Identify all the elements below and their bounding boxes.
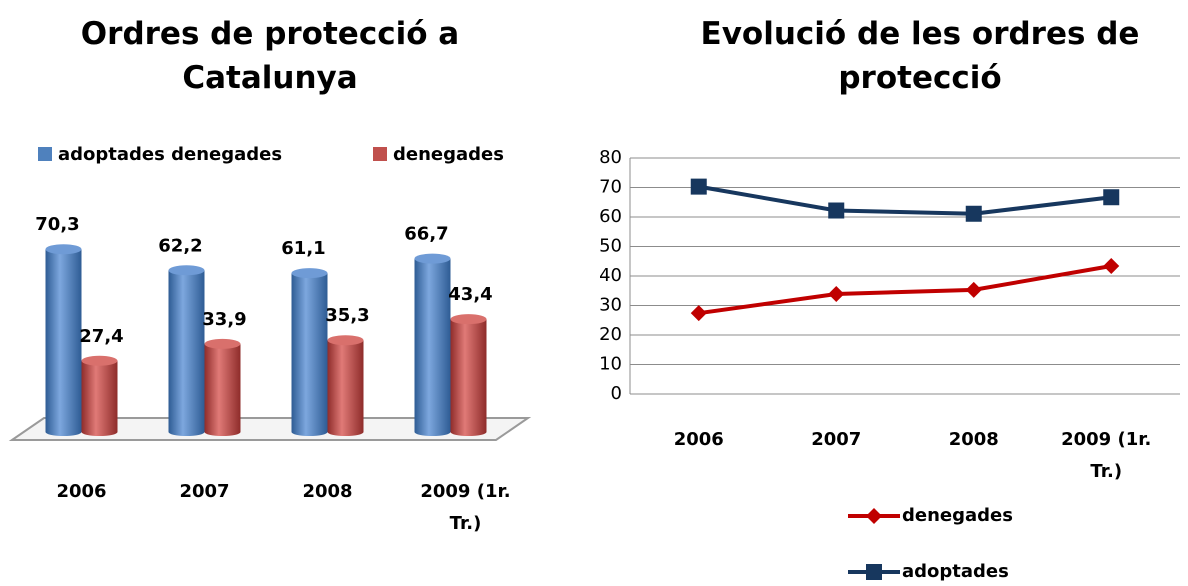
bar-cap [414,253,451,264]
legend-swatch [38,147,52,161]
value-label: 43,4 [448,284,492,305]
value-label: 66,7 [404,224,448,245]
legend-marker [866,508,882,524]
floor [8,417,532,441]
bar [168,270,205,432]
x-tick-label: 2007 [811,429,862,450]
x-tick-label: 2009 (1r. Tr.) [1061,429,1152,482]
chart-title: Evolució de les ordres de protecció [700,16,1140,96]
bar-cap [204,338,241,349]
point [828,285,845,302]
bar-base [327,428,364,436]
bar-cap [291,268,328,279]
value-label: 62,2 [158,235,202,256]
x-tick-label: 2006 [673,429,724,450]
point [1103,189,1120,206]
y-tick-label: 40 [599,265,622,286]
y-tick-label: 60 [599,206,622,227]
line [698,184,1112,216]
point [828,202,845,219]
bar [204,343,241,432]
bar [414,258,451,432]
bar-cap [168,265,205,276]
legend-swatch [373,147,387,161]
y-tick-label: 0 [611,383,622,404]
legend-label: adoptades denegades [58,144,282,165]
y-tick-label: 30 [599,295,622,316]
legend-marker [866,564,882,580]
bar [450,319,487,432]
bar [327,340,364,432]
bar-cap [45,244,82,255]
x-tick-label: 2007 [179,481,230,502]
bar-cap [327,335,364,346]
bar-cap [450,314,487,325]
value-label: 27,4 [79,326,123,347]
bar-base [81,428,118,436]
value-label: 61,1 [281,238,325,259]
point [965,205,982,222]
value-label: 70,3 [35,214,79,235]
bar [45,249,82,432]
x-tick-label: 2006 [56,481,107,502]
point [965,281,982,298]
bar-base [168,428,205,436]
bar [291,273,328,432]
bar-base [204,428,241,436]
point [690,178,707,195]
value-label: 35,3 [325,305,369,326]
bar-base [450,428,487,436]
legend-label: adoptades [902,561,1009,582]
legend-label: denegades [902,505,1013,526]
y-tick-label: 10 [599,354,622,375]
y-tick-label: 80 [599,147,622,168]
bar-base [45,428,82,436]
y-tick-label: 70 [599,177,622,198]
x-tick-label: 2008 [948,429,999,450]
point [690,305,707,322]
bar-cap [81,355,118,366]
x-tick-label: 2009 (1r. Tr.) [420,481,511,534]
value-label: 33,9 [202,309,246,330]
bar [81,360,118,432]
bar-base [414,428,451,436]
chart-title: Ordres de protecció a Catalunya [80,16,460,96]
y-tick-label: 20 [599,324,622,345]
x-tick-label: 2008 [302,481,353,502]
legend-label: denegades [393,144,504,165]
y-tick-label: 50 [599,236,622,257]
point [1103,257,1120,274]
line [698,263,1112,316]
bar-base [291,428,328,436]
